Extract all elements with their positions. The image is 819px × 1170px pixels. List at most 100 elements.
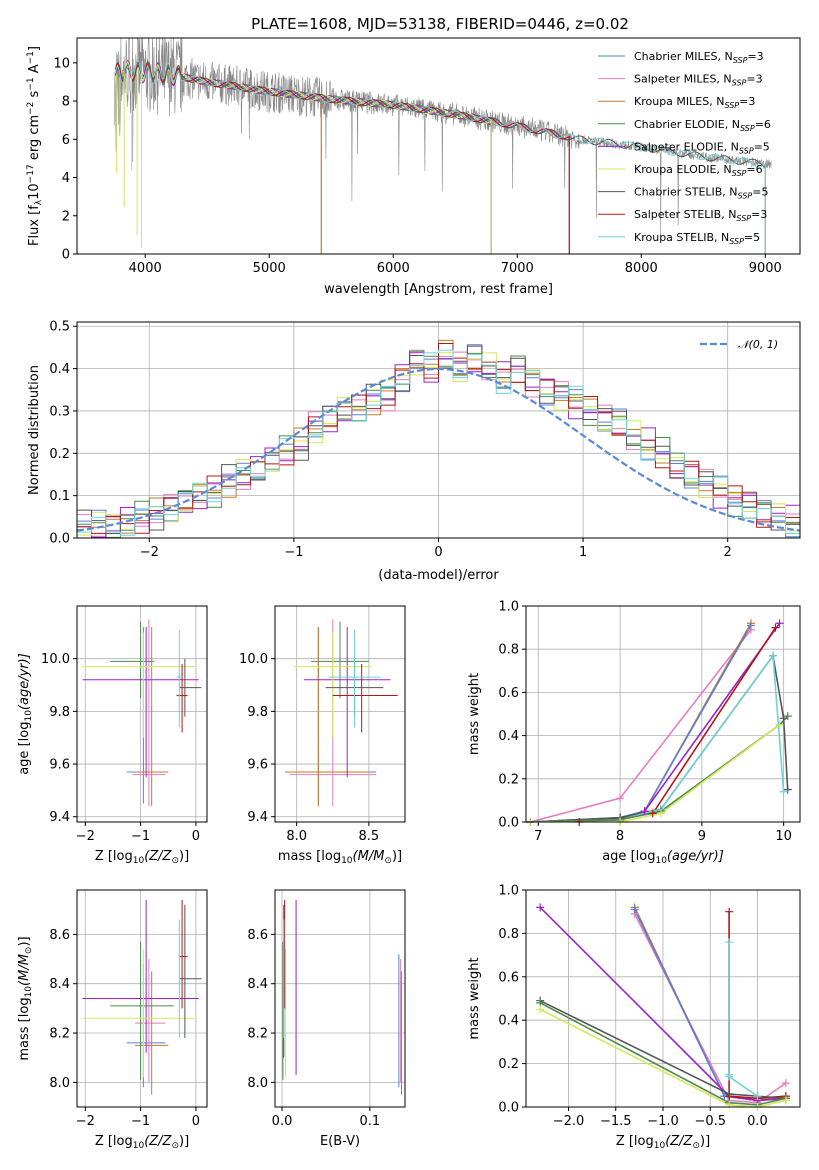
weight-marker xyxy=(783,712,792,721)
histogram-panel-ytick-label: 0.4 xyxy=(49,362,70,377)
weight-z-panel-ytick-label: 0.4 xyxy=(498,1014,519,1029)
model-spectrum-line xyxy=(114,59,492,254)
histogram-panel-xtick-label: 1 xyxy=(579,545,587,560)
histogram-panel: −2 −1 0 1 2 0.0 0.1 0.2 0.3 0.4 0.5 (data-model)/er… xyxy=(27,320,801,583)
histogram-panel-frame xyxy=(76,321,801,539)
weight-age-panel-plot-area xyxy=(526,606,800,822)
weight-line xyxy=(728,942,758,1097)
weight-z-panel-xtick-label: −1.5 xyxy=(600,1114,632,1129)
histogram-panel-ytick-label: 0.5 xyxy=(49,320,70,335)
weight-z-panel-xtick-label: −0.5 xyxy=(694,1114,726,1129)
z-age-panel-xtick-label: −2 xyxy=(76,829,95,844)
z-mass-panel-ytick-label: 8.4 xyxy=(49,977,70,992)
weight-marker xyxy=(648,809,657,818)
weight-z-panel-ytick-label: 0.0 xyxy=(498,1101,519,1116)
z-age-panel: −2 −1 0 9.4 9.6 9.8 10.0 Z [log10(Z/Z⊙)] age [lo… xyxy=(17,605,208,866)
weight-age-panel-ytick-label: 0.8 xyxy=(498,643,519,658)
spectrum-panel-xtick-label: 4000 xyxy=(129,261,162,276)
z-mass-panel-xtick-label: −2 xyxy=(76,1114,95,1129)
z-mass-panel-ylabel: mass [log10(M/M⊙)] xyxy=(17,936,34,1060)
z-mass-panel-ytick-label: 8.6 xyxy=(49,928,70,943)
weight-marker xyxy=(630,905,639,914)
spectrum-panel-ytick-label: 8 xyxy=(62,95,70,110)
z-age-panel-plot-area xyxy=(77,606,207,822)
weight-age-panel: 7 8 9 10 0.0 0.2 0.4 0.6 0.8 1.0 age [log10(age/yr… xyxy=(467,600,801,866)
weight-z-panel-ytick-label: 0.8 xyxy=(498,927,519,942)
weight-line xyxy=(530,715,789,822)
weight-age-panel-xtick-label: 10 xyxy=(775,829,792,844)
mass-age-panel-xtick-label: 8.5 xyxy=(359,829,380,844)
weight-marker xyxy=(640,807,649,816)
figure-title: PLATE=1608, MJD=53138, FIBERID=0446, z=0… xyxy=(251,15,629,33)
histogram-panel-ytick-label: 0.3 xyxy=(49,404,70,419)
weight-marker xyxy=(616,794,625,803)
weight-line xyxy=(539,1008,786,1107)
model-spectrum-line xyxy=(114,60,766,254)
ebv-mass-panel-xlabel: E(B-V) xyxy=(320,1134,360,1149)
legend-label: Salpeter ELODIE, NSSP=5 xyxy=(634,140,770,155)
weight-marker xyxy=(775,619,784,628)
z-mass-panel-plot-area xyxy=(77,890,207,1107)
legend-label: Kroupa ELODIE, NSSP=6 xyxy=(634,163,763,178)
weight-age-panel-xlabel: age [log10(age/yr)] xyxy=(602,849,724,866)
weight-marker xyxy=(725,1072,734,1081)
ebv-mass-panel-ytick-label: 8.6 xyxy=(247,928,268,943)
spectrum-panel-xtick-label: 9000 xyxy=(749,261,782,276)
z-age-panel-ytick-label: 9.6 xyxy=(49,758,70,773)
mass-age-panel-ytick-label: 9.8 xyxy=(247,705,268,720)
weight-marker xyxy=(725,907,734,916)
spectrum-panel-xtick-label: 6000 xyxy=(377,261,410,276)
histogram-panel-xtick-label: −2 xyxy=(140,545,159,560)
ebv-mass-panel-ytick-label: 8.0 xyxy=(247,1076,268,1091)
weight-marker xyxy=(536,1005,545,1014)
weight-marker xyxy=(783,785,792,794)
legend-label: Kroupa MILES, NSSP=3 xyxy=(634,95,755,110)
spectrum-ylabel: Flux [fλ10−17 erg cm−2 s−1 A−1] xyxy=(26,46,44,246)
weight-marker xyxy=(753,1092,762,1101)
z-mass-panel: −2 −1 0 8.0 8.2 8.4 8.6 Z [log10(Z/Z⊙)] mass [lo… xyxy=(17,889,208,1151)
weight-line xyxy=(530,653,789,822)
weight-line xyxy=(530,625,752,822)
histogram-step-line xyxy=(77,349,800,536)
ebv-mass-panel-xtick-label: 0.0 xyxy=(272,1114,293,1129)
weight-age-panel-ytick-label: 0.4 xyxy=(498,729,519,744)
legend-label: Salpeter STELIB, NSSP=3 xyxy=(634,208,767,223)
weight-z-panel-ylabel: mass weight xyxy=(467,957,482,1039)
mass-age-panel-ytick-label: 10.0 xyxy=(239,652,268,667)
legend-label: 𝒩(0, 1) xyxy=(738,338,778,351)
histogram-step-line xyxy=(77,343,800,534)
legend-label: Chabrier STELIB, NSSP=5 xyxy=(634,186,768,201)
mass-age-panel-ytick-label: 9.4 xyxy=(247,810,268,825)
spectrum-panel-ytick-label: 0 xyxy=(62,248,70,263)
weight-marker xyxy=(725,938,734,947)
z-mass-panel-xtick-label: 0 xyxy=(192,1114,200,1129)
z-age-panel-ytick-label: 10.0 xyxy=(41,652,70,667)
weight-age-panel-frame xyxy=(525,605,801,823)
histogram-panel-plot-area xyxy=(77,322,800,538)
weight-marker xyxy=(775,720,784,729)
legend-label: Salpeter MILES, NSSP=3 xyxy=(634,73,763,88)
z-mass-panel-ytick-label: 8.2 xyxy=(49,1027,70,1042)
z-age-panel-ylabel: age [log10(age/yr)] xyxy=(17,653,34,775)
weight-marker xyxy=(536,903,545,912)
weight-age-panel-xtick-label: 9 xyxy=(698,829,706,844)
spectrum-panel-ytick-label: 6 xyxy=(62,133,70,148)
histogram-panel-xtick-label: 0 xyxy=(434,545,442,560)
legend-label: Chabrier ELODIE, NSSP=6 xyxy=(634,118,771,133)
ebv-mass-panel-frame xyxy=(274,889,406,1108)
weight-age-panel-ytick-label: 0.0 xyxy=(498,816,519,831)
ebv-mass-panel: 0.0 0.1 8.0 8.2 8.4 8.6 E(B-V) xyxy=(247,889,406,1149)
histogram-panel-ytick-label: 0.2 xyxy=(49,447,70,462)
model-spectrum-line xyxy=(114,59,766,254)
weight-line xyxy=(539,999,786,1100)
weight-z-panel-ytick-label: 1.0 xyxy=(498,884,519,899)
weight-marker xyxy=(771,623,780,632)
model-spectrum-line xyxy=(114,59,570,254)
weight-marker xyxy=(781,1079,790,1088)
weight-line xyxy=(539,906,786,1102)
spectrum-panel-xtick-label: 7000 xyxy=(501,261,534,276)
z-mass-panel-ytick-label: 8.0 xyxy=(49,1076,70,1091)
z-age-panel-xtick-label: 0 xyxy=(192,829,200,844)
z-mass-panel-xlabel: Z [log10(Z/Z⊙)] xyxy=(95,1134,189,1151)
